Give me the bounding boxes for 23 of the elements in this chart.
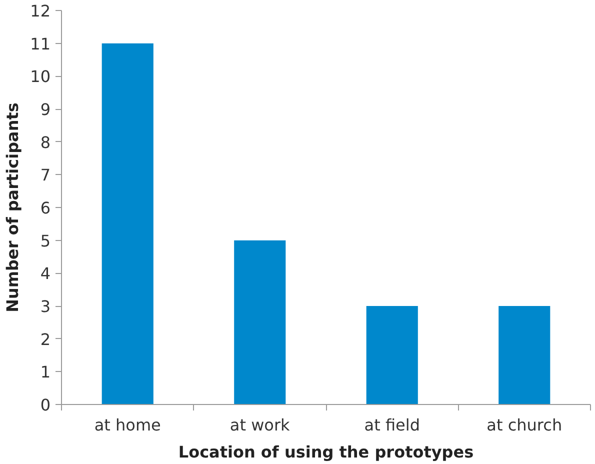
y-axis-title: Number of participants [3,102,22,312]
x-tick-label: at home [94,416,161,434]
y-tick-label: 3 [40,297,51,316]
x-tick-label: at field [364,416,420,434]
y-tick-label: 7 [40,166,51,185]
y-tick-label: 1 [40,362,51,382]
y-tick-label: 2 [40,330,51,349]
y-tick-label: 12 [30,2,50,20]
y-tick-label: 9 [40,100,51,119]
bar [366,306,418,404]
x-axis-title: Location of using the prototypes [178,442,474,462]
y-tick-label: 6 [40,198,51,218]
y-tick-label: 8 [40,132,51,152]
y-tick-label: 4 [40,264,51,284]
y-tick-label: 0 [40,396,51,414]
bar [234,240,286,404]
y-tick-label: 11 [30,34,50,54]
x-tick-label: at church [486,416,562,434]
bar [498,306,550,404]
y-tick-label: 5 [40,231,51,250]
bar [102,43,154,404]
y-tick-label: 10 [30,67,50,86]
x-tick-label: at work [230,416,291,434]
